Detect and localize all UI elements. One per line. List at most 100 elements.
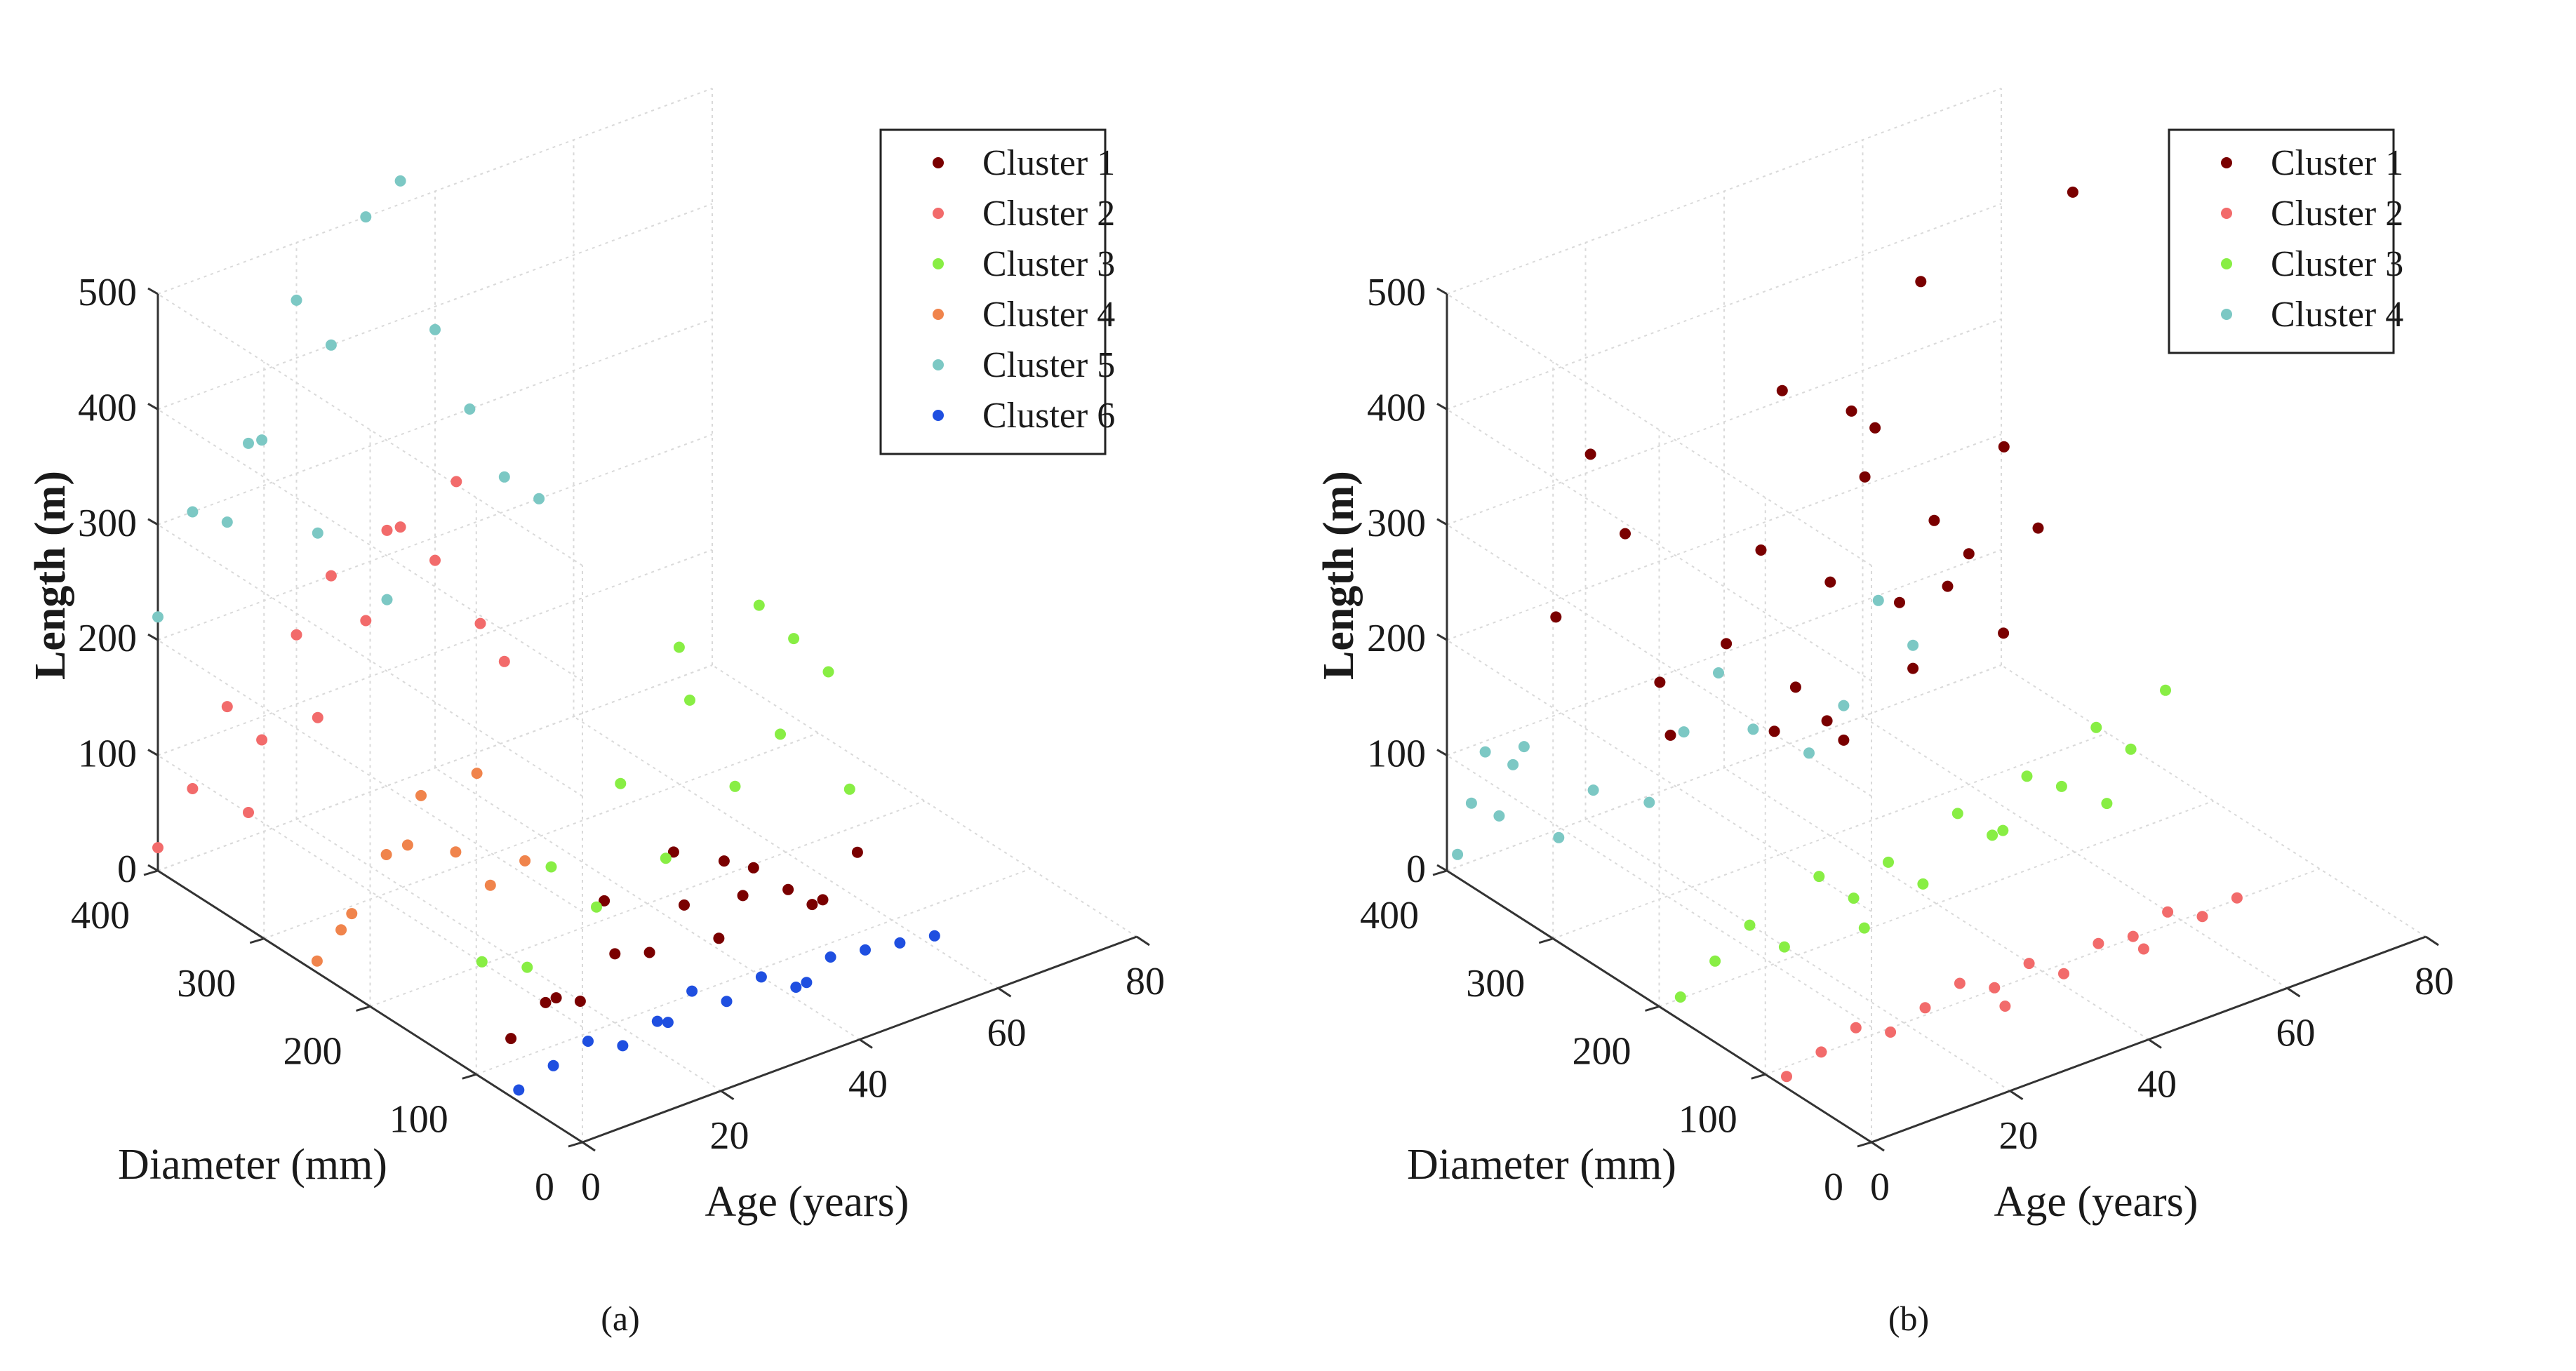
data-point-cluster-1 bbox=[851, 846, 863, 858]
data-point-cluster-1 bbox=[747, 862, 759, 874]
data-point-cluster-2 bbox=[256, 734, 268, 746]
data-point-cluster-6 bbox=[801, 977, 813, 989]
data-point-cluster-2 bbox=[312, 711, 323, 723]
data-point-cluster-4 bbox=[1872, 594, 1884, 606]
legend-label: Cluster 1 bbox=[2271, 143, 2403, 183]
legend-marker bbox=[933, 359, 944, 370]
data-point-cluster-1 bbox=[574, 996, 586, 1007]
data-point-cluster-2 bbox=[2196, 911, 2208, 923]
x-tick-label: 60 bbox=[2276, 1011, 2316, 1055]
x-axis-title: Age (years) bbox=[705, 1178, 909, 1226]
grid-line bbox=[157, 203, 713, 410]
data-point-cluster-2 bbox=[243, 807, 254, 818]
data-point-cluster-4 bbox=[484, 879, 496, 891]
grid-line bbox=[1765, 868, 2321, 1076]
data-point-cluster-2 bbox=[1781, 1071, 1792, 1083]
data-point-cluster-1 bbox=[718, 855, 730, 867]
data-point-cluster-3 bbox=[476, 956, 488, 968]
grid-line bbox=[1446, 318, 2002, 526]
panel-b: 02040608001002003004000100200300400500Ag… bbox=[1315, 88, 2454, 1338]
data-point-cluster-2 bbox=[1885, 1026, 1897, 1038]
y-tick-mark bbox=[462, 1073, 477, 1080]
z-tick-label: 500 bbox=[1367, 271, 1426, 314]
y-tick-label: 200 bbox=[1573, 1030, 1631, 1074]
data-point-cluster-3 bbox=[788, 633, 800, 645]
data-point-cluster-4 bbox=[1553, 831, 1565, 843]
y-tick-label: 0 bbox=[535, 1165, 554, 1209]
data-point-cluster-2 bbox=[2127, 930, 2139, 942]
x-tick-mark bbox=[1136, 935, 1150, 947]
data-point-cluster-3 bbox=[615, 777, 627, 789]
data-point-cluster-3 bbox=[822, 666, 834, 678]
data-point-cluster-3 bbox=[1917, 878, 1929, 890]
z-tick-label: 100 bbox=[1367, 733, 1426, 776]
y-axis-title: Diameter (mm) bbox=[1407, 1141, 1676, 1189]
data-point-cluster-2 bbox=[187, 783, 199, 794]
y-tick-mark bbox=[143, 869, 159, 876]
grid-line bbox=[1446, 664, 2002, 871]
data-point-cluster-1 bbox=[806, 899, 818, 911]
legend-box bbox=[2168, 128, 2395, 354]
legend-marker bbox=[2221, 309, 2232, 320]
legend-label: Cluster 2 bbox=[982, 194, 1115, 234]
x-tick-mark bbox=[2286, 987, 2301, 998]
z-tick-label: 400 bbox=[78, 386, 137, 429]
data-point-cluster-5 bbox=[498, 471, 510, 483]
x-tick-label: 0 bbox=[1870, 1165, 1890, 1209]
data-point-cluster-5 bbox=[256, 434, 268, 446]
x-tick-mark bbox=[997, 987, 1012, 998]
data-point-cluster-1 bbox=[1789, 681, 1801, 693]
data-point-cluster-2 bbox=[291, 629, 302, 641]
data-point-cluster-1 bbox=[1821, 715, 1833, 727]
y-tick-mark bbox=[1432, 869, 1448, 876]
legend-marker bbox=[933, 309, 944, 320]
data-point-cluster-3 bbox=[1951, 808, 1963, 820]
x-tick-label: 80 bbox=[2415, 960, 2454, 1003]
data-point-cluster-3 bbox=[2125, 743, 2137, 755]
grid-line bbox=[1446, 549, 2002, 756]
data-point-cluster-5 bbox=[464, 403, 476, 415]
z-tick-mark bbox=[147, 864, 159, 872]
data-point-cluster-1 bbox=[1776, 384, 1788, 396]
grid-line bbox=[263, 732, 819, 939]
y-tick-mark bbox=[1538, 937, 1554, 944]
data-point-cluster-1 bbox=[1859, 471, 1871, 483]
data-point-cluster-3 bbox=[1709, 955, 1721, 967]
z-tick-label: 0 bbox=[1406, 848, 1426, 891]
x-tick-mark bbox=[720, 1090, 735, 1100]
x-tick-label: 20 bbox=[1999, 1114, 2038, 1158]
data-point-cluster-1 bbox=[1664, 729, 1676, 741]
data-point-cluster-4 bbox=[1507, 758, 1519, 770]
data-point-cluster-3 bbox=[521, 961, 533, 973]
data-point-cluster-1 bbox=[737, 890, 749, 902]
data-point-cluster-5 bbox=[152, 611, 163, 623]
data-point-cluster-1 bbox=[1998, 627, 2010, 639]
data-point-cluster-3 bbox=[843, 783, 855, 795]
data-point-cluster-5 bbox=[394, 175, 406, 187]
data-point-cluster-2 bbox=[381, 524, 393, 536]
data-point-cluster-1 bbox=[1846, 405, 1857, 417]
x-tick-label: 60 bbox=[987, 1011, 1027, 1055]
z-tick-mark bbox=[147, 633, 159, 641]
data-point-cluster-1 bbox=[817, 894, 829, 906]
data-point-cluster-3 bbox=[2021, 770, 2033, 782]
data-point-cluster-2 bbox=[2058, 968, 2069, 979]
z-tick-mark bbox=[147, 403, 159, 410]
data-point-cluster-1 bbox=[505, 1033, 517, 1045]
data-point-cluster-5 bbox=[291, 294, 302, 306]
data-point-cluster-3 bbox=[591, 901, 602, 913]
y-tick-mark bbox=[568, 1141, 583, 1148]
x-tick-mark bbox=[2009, 1090, 2024, 1100]
data-point-cluster-1 bbox=[1824, 576, 1836, 588]
data-point-cluster-2 bbox=[1919, 1002, 1931, 1014]
data-point-cluster-3 bbox=[1858, 922, 1870, 934]
grid-line bbox=[1446, 203, 2002, 410]
data-point-cluster-4 bbox=[1518, 741, 1530, 753]
y-tick-label: 200 bbox=[283, 1030, 342, 1074]
data-point-cluster-6 bbox=[860, 944, 871, 956]
data-point-cluster-4 bbox=[401, 839, 413, 851]
data-point-cluster-2 bbox=[1815, 1046, 1827, 1058]
z-tick-label: 0 bbox=[117, 848, 137, 891]
grid-line bbox=[157, 434, 713, 641]
